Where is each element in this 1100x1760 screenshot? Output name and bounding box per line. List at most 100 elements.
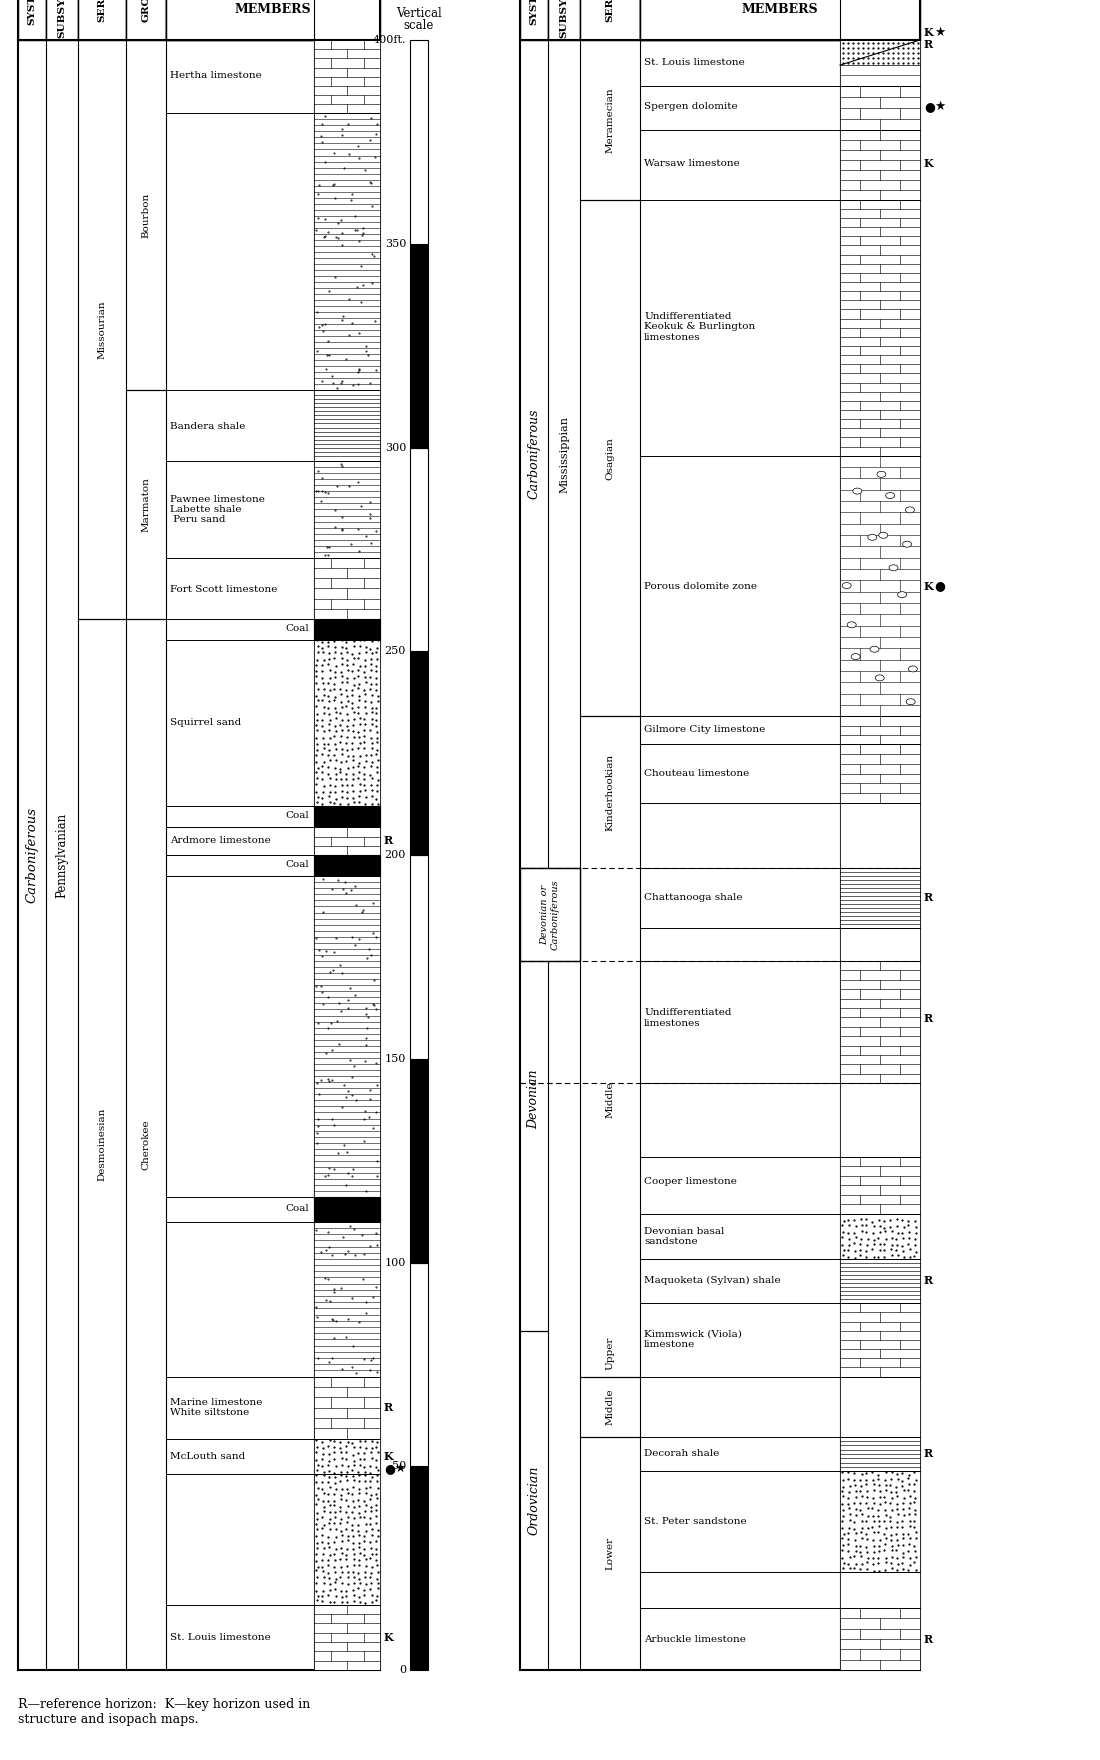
- Text: Fort Scott limestone: Fort Scott limestone: [170, 584, 277, 593]
- Ellipse shape: [886, 493, 894, 498]
- Text: Vertical: Vertical: [396, 7, 442, 19]
- Text: Osagian: Osagian: [605, 436, 615, 479]
- Text: Desmoinesian: Desmoinesian: [98, 1107, 107, 1181]
- Text: SERIES: SERIES: [605, 0, 615, 23]
- Bar: [580, 0, 640, 40]
- Bar: [840, 199, 920, 456]
- Bar: [410, 1060, 428, 1262]
- Text: Marmaton: Marmaton: [142, 477, 151, 532]
- Text: K: K: [924, 26, 934, 37]
- Bar: [314, 620, 380, 641]
- Text: SYSTEM: SYSTEM: [28, 0, 36, 25]
- Text: Coal: Coal: [285, 1204, 309, 1213]
- Bar: [840, 1436, 920, 1471]
- Text: K: K: [924, 581, 934, 591]
- Text: MEMBERS: MEMBERS: [741, 2, 818, 16]
- Text: Middle: Middle: [605, 1081, 615, 1118]
- Bar: [840, 1609, 920, 1670]
- Text: R: R: [384, 1403, 393, 1413]
- Bar: [410, 40, 428, 243]
- Bar: [840, 1214, 920, 1258]
- Text: St. Louis limestone: St. Louis limestone: [170, 1633, 271, 1642]
- Text: SUBSYSTEM: SUBSYSTEM: [57, 0, 66, 37]
- Text: Devonian or
Carboniferous: Devonian or Carboniferous: [540, 880, 560, 950]
- Bar: [314, 113, 380, 391]
- Text: Maquoketa (Sylvan) shale: Maquoketa (Sylvan) shale: [644, 1276, 781, 1285]
- Bar: [840, 130, 920, 199]
- Text: Ordovician: Ordovician: [528, 1466, 540, 1535]
- Text: Ardmore limestone: Ardmore limestone: [170, 836, 271, 845]
- Text: Meramecian: Meramecian: [605, 86, 615, 153]
- Bar: [314, 1376, 380, 1438]
- Ellipse shape: [852, 488, 861, 495]
- Bar: [840, 1572, 920, 1609]
- Text: Kimmswick (Viola)
limestone: Kimmswick (Viola) limestone: [644, 1329, 741, 1348]
- Text: K: K: [384, 1450, 394, 1463]
- Text: ★: ★: [934, 100, 945, 113]
- Text: 250: 250: [385, 646, 406, 656]
- Bar: [840, 961, 920, 1082]
- Text: Cherokee: Cherokee: [142, 1119, 151, 1170]
- Text: Devonian basal
sandstone: Devonian basal sandstone: [644, 1227, 725, 1246]
- Bar: [520, 868, 580, 961]
- Text: 300: 300: [385, 442, 406, 452]
- Text: R: R: [384, 834, 393, 847]
- Text: ★: ★: [934, 25, 945, 39]
- Text: SERIES: SERIES: [98, 0, 107, 23]
- Text: Undifferentiated
limestones: Undifferentiated limestones: [644, 1008, 732, 1028]
- Text: Devonian: Devonian: [528, 1070, 540, 1130]
- Text: SYSTEM: SYSTEM: [529, 0, 539, 25]
- Text: Porous dolomite zone: Porous dolomite zone: [644, 581, 757, 591]
- Bar: [410, 1262, 428, 1466]
- Text: R: R: [924, 1012, 933, 1024]
- Text: McLouth sand: McLouth sand: [170, 1452, 245, 1461]
- Text: K: K: [384, 1632, 394, 1642]
- Ellipse shape: [851, 653, 860, 660]
- Bar: [46, 0, 78, 40]
- Text: 350: 350: [385, 239, 406, 248]
- Bar: [314, 876, 380, 1197]
- Text: St. Peter sandstone: St. Peter sandstone: [644, 1517, 747, 1526]
- Text: 150: 150: [385, 1054, 406, 1063]
- Ellipse shape: [909, 665, 917, 672]
- Text: Middle: Middle: [605, 1389, 615, 1426]
- Bar: [126, 0, 166, 40]
- Bar: [314, 1475, 380, 1605]
- Text: 0: 0: [399, 1665, 406, 1676]
- Bar: [840, 744, 920, 803]
- Bar: [840, 716, 920, 744]
- Bar: [314, 40, 380, 113]
- Text: Chattanooga shale: Chattanooga shale: [644, 892, 743, 901]
- Text: Hertha limestone: Hertha limestone: [170, 72, 262, 81]
- Bar: [314, 641, 380, 806]
- Bar: [314, 855, 380, 876]
- Text: ●: ●: [934, 579, 945, 593]
- Text: Squirrel sand: Squirrel sand: [170, 718, 241, 727]
- Text: SUBSYSTEM: SUBSYSTEM: [560, 0, 569, 37]
- Bar: [314, 461, 380, 558]
- Text: Spergen dolomite: Spergen dolomite: [644, 102, 738, 111]
- Bar: [840, 1302, 920, 1376]
- Text: R: R: [924, 892, 933, 903]
- Bar: [410, 243, 428, 447]
- Text: Kinderhookian: Kinderhookian: [605, 753, 615, 831]
- Text: scale: scale: [404, 19, 434, 32]
- Text: Cooper limestone: Cooper limestone: [644, 1176, 737, 1186]
- Text: Warsaw limestone: Warsaw limestone: [644, 160, 739, 169]
- Ellipse shape: [868, 535, 877, 540]
- Text: ●: ●: [924, 100, 935, 113]
- Text: Chouteau limestone: Chouteau limestone: [644, 769, 749, 778]
- Bar: [410, 1466, 428, 1670]
- Bar: [166, 0, 380, 40]
- Bar: [840, 1376, 920, 1436]
- Bar: [78, 0, 126, 40]
- Text: K: K: [924, 158, 934, 169]
- Bar: [18, 0, 46, 40]
- Bar: [410, 447, 428, 651]
- Ellipse shape: [879, 532, 888, 539]
- Bar: [840, 86, 920, 130]
- Bar: [840, 40, 920, 86]
- Bar: [840, 1258, 920, 1302]
- Ellipse shape: [870, 646, 879, 653]
- Ellipse shape: [847, 621, 856, 628]
